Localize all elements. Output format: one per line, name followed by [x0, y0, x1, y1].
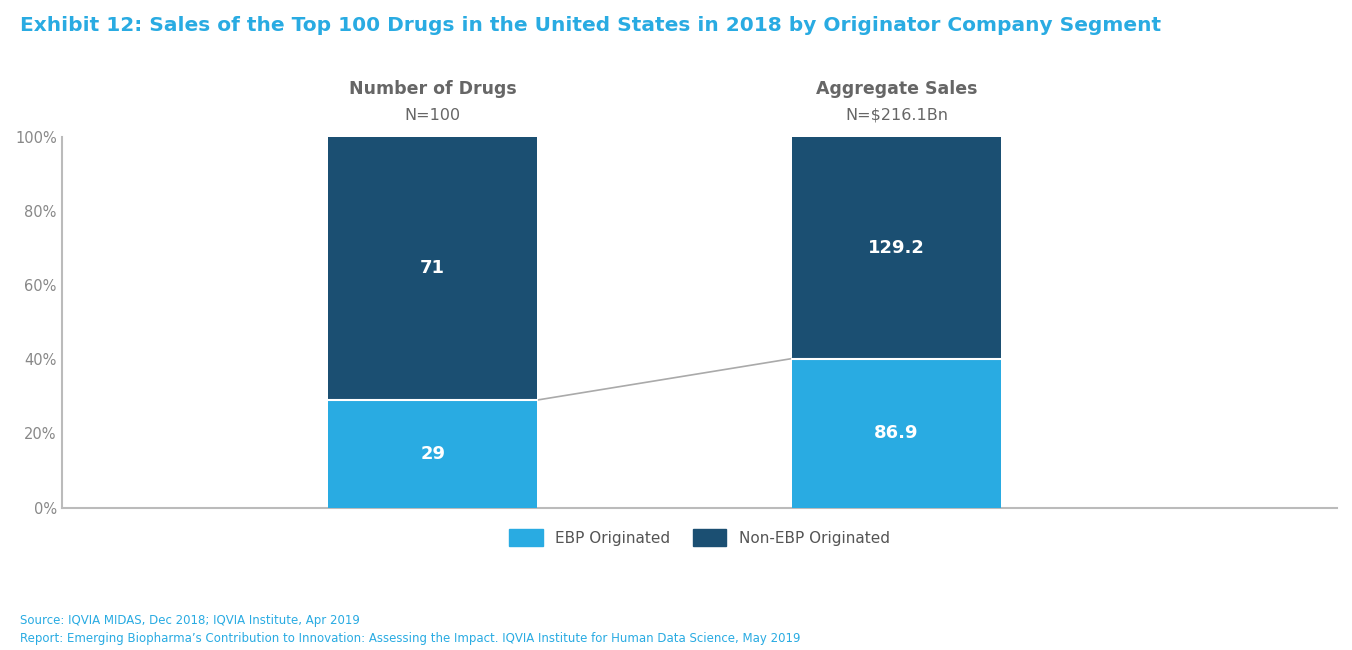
- Text: Exhibit 12: Sales of the Top 100 Drugs in the United States in 2018 by Originato: Exhibit 12: Sales of the Top 100 Drugs i…: [20, 16, 1161, 35]
- Text: Report: Emerging Biopharma’s Contribution to Innovation: Assessing the Impact. I: Report: Emerging Biopharma’s Contributio…: [20, 632, 800, 645]
- Bar: [792, 137, 1000, 359]
- Text: N=$216.1Bn: N=$216.1Bn: [845, 108, 948, 123]
- Bar: [329, 137, 537, 400]
- Text: Number of Drugs: Number of Drugs: [349, 80, 516, 98]
- Text: 71: 71: [420, 259, 445, 278]
- Text: 129.2: 129.2: [868, 239, 925, 257]
- Legend: EBP Originated, Non-EBP Originated: EBP Originated, Non-EBP Originated: [503, 523, 896, 552]
- Bar: [329, 400, 537, 508]
- Text: 29: 29: [420, 445, 445, 463]
- Bar: [792, 359, 1000, 508]
- Text: N=100: N=100: [404, 108, 461, 123]
- Text: Aggregate Sales: Aggregate Sales: [815, 80, 977, 98]
- Text: 86.9: 86.9: [875, 424, 918, 442]
- Text: Source: IQVIA MIDAS, Dec 2018; IQVIA Institute, Apr 2019: Source: IQVIA MIDAS, Dec 2018; IQVIA Ins…: [20, 614, 360, 627]
